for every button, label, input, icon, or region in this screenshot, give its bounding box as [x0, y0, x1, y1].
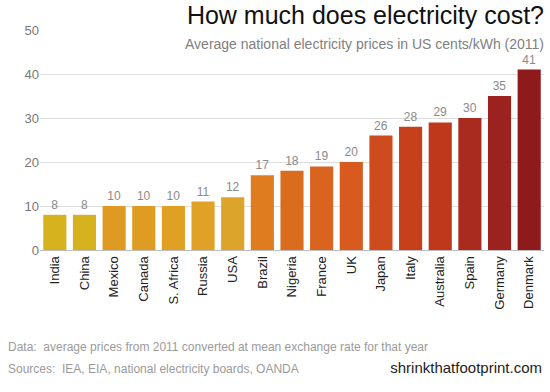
svg-text:0: 0: [32, 243, 39, 258]
svg-text:20: 20: [25, 155, 39, 170]
svg-text:Russia: Russia: [195, 255, 210, 296]
svg-text:Germany: Germany: [492, 256, 507, 310]
svg-text:10: 10: [137, 189, 151, 203]
svg-text:UK: UK: [344, 256, 359, 274]
svg-text:USA: USA: [225, 256, 240, 283]
svg-text:Canada: Canada: [136, 255, 151, 301]
svg-text:10: 10: [25, 199, 39, 214]
svg-text:41: 41: [522, 53, 536, 67]
svg-text:S. Africa: S. Africa: [166, 255, 181, 304]
html-text:shrinkthatfootprint.com: shrinkthatfootprint.com: [390, 359, 542, 376]
svg-text:8: 8: [51, 198, 58, 212]
svg-text:China: China: [77, 255, 92, 290]
svg-text:29: 29: [433, 105, 447, 119]
svg-text:12: 12: [226, 180, 240, 194]
svg-text:35: 35: [493, 79, 507, 93]
svg-text:Italy: Italy: [403, 256, 418, 280]
svg-text:10: 10: [167, 189, 181, 203]
svg-text:17: 17: [256, 158, 270, 172]
svg-text:Nigeria: Nigeria: [284, 255, 299, 297]
svg-text:10: 10: [107, 189, 121, 203]
svg-text:20: 20: [344, 145, 358, 159]
svg-text:40: 40: [25, 67, 39, 82]
svg-text:Australia: Australia: [432, 255, 447, 306]
svg-text:Japan: Japan: [373, 256, 388, 291]
svg-text:26: 26: [374, 119, 388, 133]
svg-text:19: 19: [315, 149, 329, 163]
svg-text:11: 11: [197, 185, 210, 199]
svg-text:France: France: [314, 256, 329, 296]
svg-text:30: 30: [25, 111, 39, 126]
html-text:Average national electricity p: Average national electricity prices in U…: [185, 36, 544, 52]
svg-text:India: India: [47, 255, 62, 284]
svg-text:50: 50: [25, 23, 39, 38]
html-text:How much does electricity cost: How much does electricity cost?: [186, 1, 544, 29]
svg-text:Denmark: Denmark: [521, 256, 536, 309]
svg-text:28: 28: [404, 110, 418, 124]
html-text:Data: average prices from 2011: Data: average prices from 2011 converted…: [8, 340, 428, 354]
svg-text:Spain: Spain: [462, 256, 477, 289]
svg-text:8: 8: [81, 198, 88, 212]
svg-text:Brazil: Brazil: [255, 256, 270, 289]
svg-text:30: 30: [463, 101, 477, 115]
html-text:Sources: IEA, EIA, national el: Sources: IEA, EIA, national electricity …: [8, 362, 299, 376]
svg-text:18: 18: [285, 154, 299, 168]
svg-text:Mexico: Mexico: [106, 256, 121, 297]
